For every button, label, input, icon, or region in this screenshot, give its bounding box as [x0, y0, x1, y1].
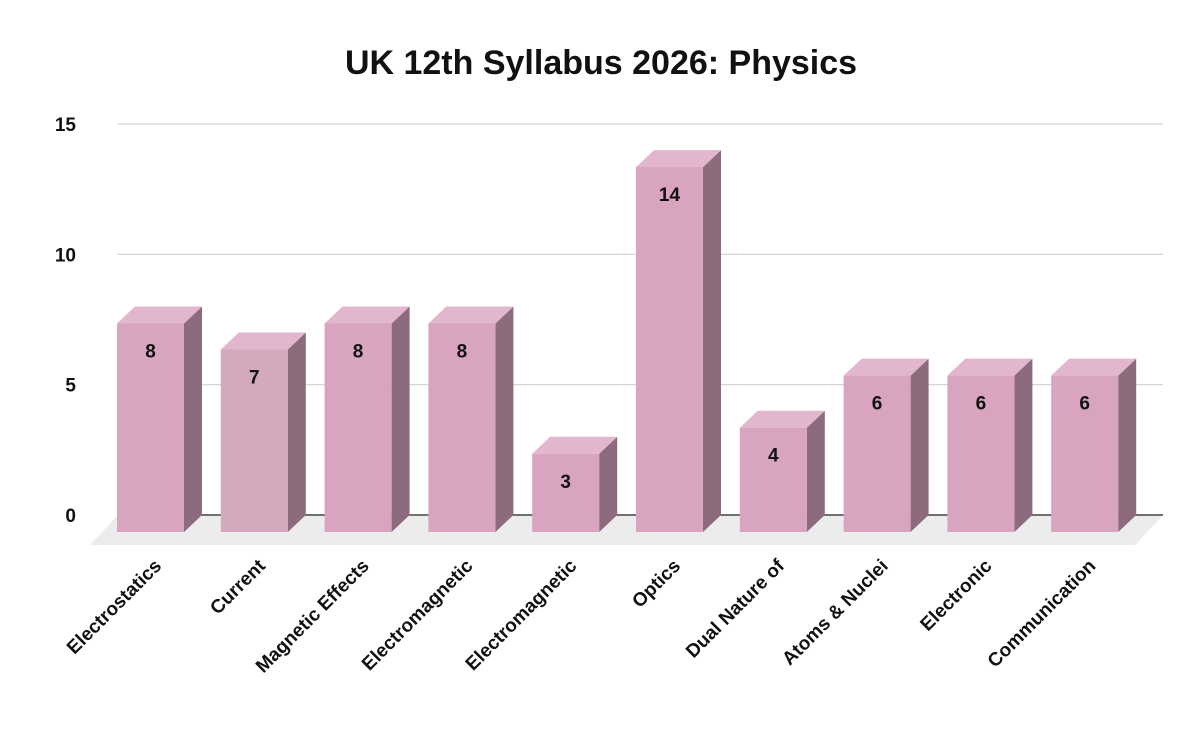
bar-front [947, 375, 1015, 532]
bar-side [391, 306, 410, 532]
x-tick-label: Electronic [917, 555, 997, 635]
bar-top [636, 150, 721, 168]
bar-top [843, 358, 929, 376]
bar-top [324, 306, 410, 324]
bar [428, 306, 514, 532]
data-label: 3 [560, 472, 571, 493]
y-tick-label: 15 [55, 115, 77, 136]
bar-front [636, 167, 703, 533]
bar-front [324, 323, 392, 532]
x-tick-label: Atoms & Nuclei [778, 556, 892, 670]
bar-side [1014, 358, 1033, 532]
x-tick-label: Dual Nature of [682, 555, 789, 662]
x-tick-label: Electrostatics [63, 556, 166, 659]
bar-side [287, 332, 306, 532]
bar-front [117, 323, 184, 532]
data-label: 7 [249, 368, 260, 389]
bar-front [220, 349, 288, 532]
bar-front [532, 453, 600, 532]
x-tick-label: Magnetic Effects [252, 556, 374, 678]
y-axis-ticks: 0 5 10 15 [55, 115, 77, 527]
x-tick-label: Electromagnetic [358, 555, 478, 675]
bar-front [739, 427, 807, 532]
x-tick-label: Electromagnetic [462, 555, 582, 675]
bar [117, 306, 202, 532]
data-label: 14 [659, 185, 681, 206]
data-label: 8 [457, 341, 468, 362]
y-tick-label: 5 [65, 376, 76, 397]
bar-top [220, 332, 306, 350]
data-label: 8 [145, 341, 156, 362]
bar-front [428, 323, 496, 532]
bar [843, 358, 929, 532]
bar-front [843, 375, 911, 532]
bar-top [117, 306, 202, 324]
bar [220, 332, 306, 532]
y-tick-label: 10 [55, 245, 76, 266]
x-tick-label: Communication [984, 556, 1100, 672]
bar [532, 436, 618, 532]
y-tick-label: 0 [65, 506, 76, 527]
bar-top [428, 306, 514, 324]
bar-top [947, 358, 1033, 376]
bar-side [599, 436, 618, 532]
bar-top [739, 410, 825, 428]
x-tick-label: Current [206, 555, 270, 619]
bar-top [532, 436, 618, 454]
data-label: 6 [872, 394, 883, 415]
data-label: 8 [353, 341, 364, 362]
bar-side [703, 150, 721, 533]
bar-side [806, 410, 825, 532]
bar-side [495, 306, 514, 532]
bar-side [910, 358, 929, 532]
bars: 8 7 8 8 3 14 4 6 6 6 [117, 150, 1137, 533]
chart-title: UK 12th Syllabus 2026: Physics [345, 44, 857, 82]
bar [1051, 358, 1137, 532]
bar-top [1051, 358, 1137, 376]
data-label: 6 [976, 394, 987, 415]
data-label: 4 [768, 446, 779, 467]
x-tick-label: Optics [628, 556, 685, 613]
bar [947, 358, 1033, 532]
bar-side [184, 306, 202, 532]
bar [636, 150, 721, 533]
bar [739, 410, 825, 532]
bar-side [1118, 358, 1137, 532]
bar [324, 306, 410, 532]
bar-front [1051, 375, 1119, 532]
data-label: 6 [1079, 394, 1090, 415]
